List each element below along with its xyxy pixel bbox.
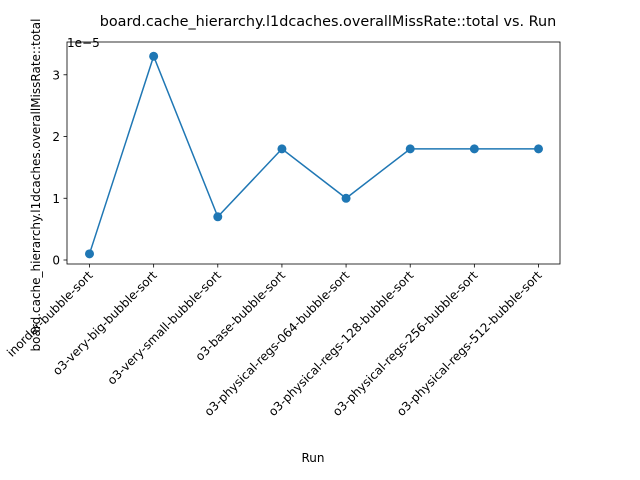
plot-frame — [66, 41, 561, 265]
x-tick-label: o3-very-big-bubble-sort — [50, 268, 160, 378]
x-tick-label: o3-physical-regs-512-bubble-sort — [394, 268, 545, 419]
data-point — [405, 144, 415, 154]
x-axis-label: Run — [301, 451, 324, 465]
x-tick-label: o3-physical-regs-256-bubble-sort — [330, 268, 481, 419]
y-tick-label: 2 — [52, 130, 60, 144]
x-tick-label: o3-very-small-bubble-sort — [105, 268, 224, 387]
data-point — [534, 144, 543, 154]
data-point — [213, 212, 223, 222]
y-tick-label: 1 — [52, 192, 60, 206]
series-line — [88, 54, 539, 255]
data-point — [149, 51, 159, 61]
y-ticks: 0 1 2 3 — [52, 68, 67, 268]
y-tick-label: 3 — [52, 68, 60, 82]
series-group — [85, 51, 543, 259]
data-point — [341, 193, 351, 203]
y-offset-label: 1e−5 — [67, 36, 100, 50]
x-tick-label: o3-physical-regs-064-bubble-sort — [202, 268, 353, 419]
data-point — [469, 144, 479, 154]
y-axis-label: board.cache_hierarchy.l1dcaches.overallM… — [29, 19, 43, 352]
data-point — [277, 144, 287, 154]
x-ticks: inorder-bubble-sorto3-very-big-bubble-so… — [4, 264, 545, 419]
chart-title: board.cache_hierarchy.l1dcaches.overallM… — [100, 14, 557, 30]
data-point — [85, 249, 94, 259]
y-tick-label: 0 — [52, 254, 60, 268]
x-tick-label: o3-physical-regs-128-bubble-sort — [266, 268, 417, 419]
